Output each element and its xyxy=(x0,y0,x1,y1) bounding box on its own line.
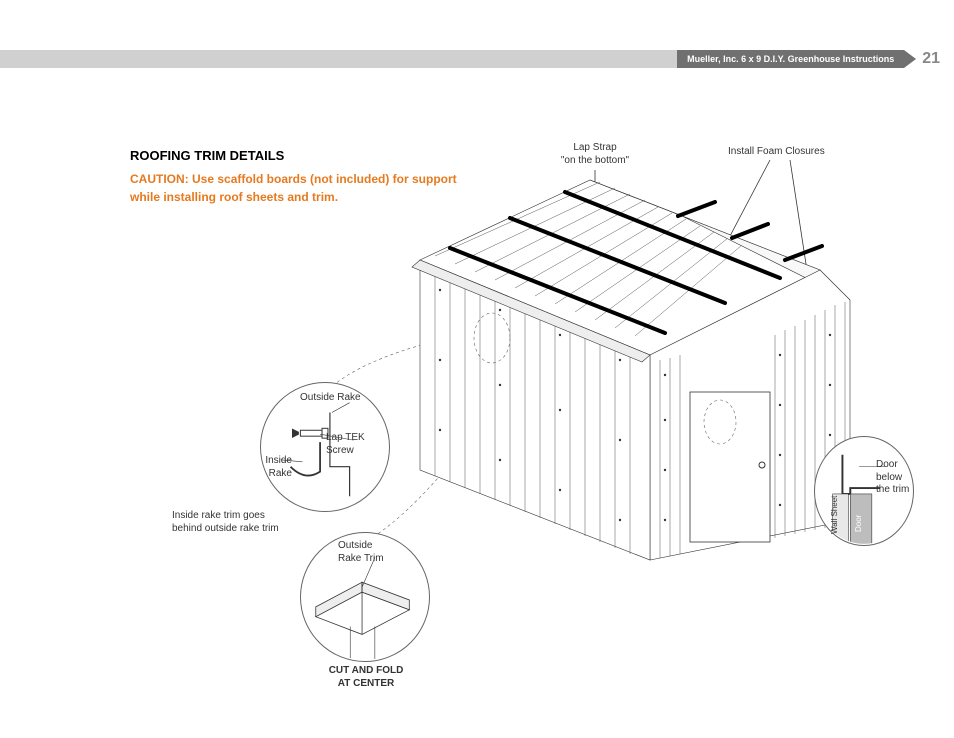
section-title: ROOFING TRIM DETAILS xyxy=(130,148,284,163)
label-outside-rake-trim: Outside Rake Trim xyxy=(338,540,384,565)
cut-fold-2: AT CENTER xyxy=(338,678,394,689)
door-below-3: the trim xyxy=(876,484,909,495)
outside-rake-trim-1: Outside xyxy=(338,540,372,551)
label-cut-fold: CUT AND FOLD AT CENTER xyxy=(316,665,416,690)
label-outside-rake: Outside Rake xyxy=(300,392,361,405)
cut-fold-1: CUT AND FOLD xyxy=(329,665,404,676)
rake-note-2: behind outside rake trim xyxy=(172,523,279,534)
inside-rake-1: Inside xyxy=(265,455,292,466)
lap-tek-2: Screw xyxy=(326,445,354,456)
door-below-1: Door xyxy=(876,459,898,470)
rake-note-1: Inside rake trim goes xyxy=(172,510,265,521)
label-wall-sheet: Wall Sheet xyxy=(830,496,840,534)
page-header: Mueller, Inc. 6 x 9 D.I.Y. Greenhouse In… xyxy=(0,50,954,68)
door-below-2: below xyxy=(876,472,902,483)
label-rake-note: Inside rake trim goes behind outside rak… xyxy=(172,510,279,535)
header-doc-title: Mueller, Inc. 6 x 9 D.I.Y. Greenhouse In… xyxy=(677,50,904,68)
lap-tek-1: Lap TEK xyxy=(326,432,365,443)
label-inside-rake: Inside Rake xyxy=(258,455,292,480)
header-triangle xyxy=(904,50,916,68)
page-number: 21 xyxy=(922,50,940,68)
label-lap-tek: Lap TEK Screw xyxy=(326,432,365,457)
label-door: Door xyxy=(854,513,864,534)
label-foam-closures: Install Foam Closures xyxy=(728,146,825,159)
shed-illustration xyxy=(380,160,860,590)
inside-rake-2: Rake xyxy=(269,468,292,479)
outside-rake-trim-2: Rake Trim xyxy=(338,553,384,564)
lap-strap-line1: Lap Strap xyxy=(573,142,616,153)
label-door-below: Door below the trim xyxy=(876,459,909,497)
header-gray-bar xyxy=(0,50,677,68)
